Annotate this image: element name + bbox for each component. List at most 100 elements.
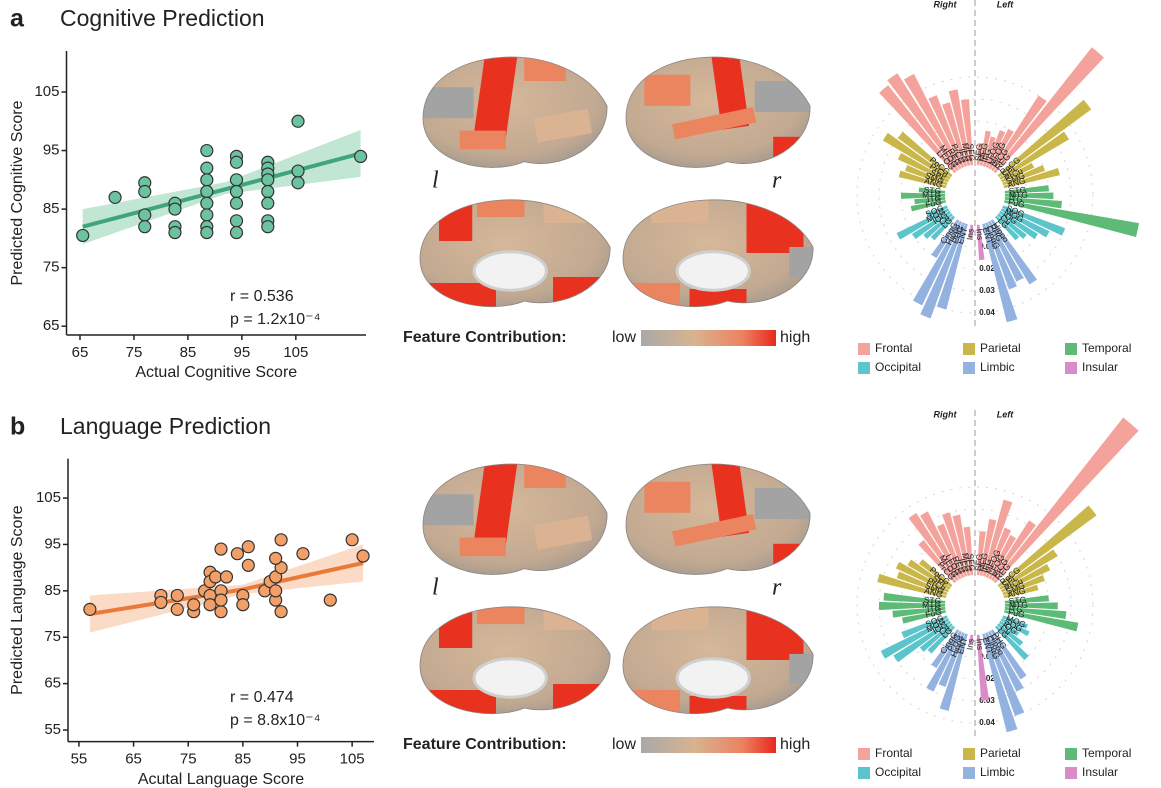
colorbar-low: low xyxy=(612,329,636,346)
data-point xyxy=(109,191,121,203)
data-point xyxy=(230,174,242,186)
radial-bar xyxy=(994,418,1139,584)
brain-surface xyxy=(420,181,610,319)
region-label: Ins xyxy=(974,638,985,650)
region-label: Ins xyxy=(965,638,976,650)
legend-label: Frontal xyxy=(875,746,912,760)
brain-region xyxy=(652,187,709,223)
data-point xyxy=(220,571,232,583)
data-point xyxy=(169,227,181,239)
legend-swatch xyxy=(858,343,870,355)
y-tick-label: 105 xyxy=(34,83,59,100)
fit-line xyxy=(83,153,361,226)
brain-region xyxy=(524,38,565,81)
data-point xyxy=(139,186,151,198)
radial-tick-label: 0.03 xyxy=(979,286,995,295)
data-point xyxy=(262,186,274,198)
x-tick-label: 105 xyxy=(340,751,365,768)
x-axis-label: Actual Cognitive Score xyxy=(135,364,297,381)
legend-swatch xyxy=(1065,362,1077,374)
data-point xyxy=(155,596,167,608)
brain-region xyxy=(789,654,827,684)
page: {"panels": [{"label": "a", "title": "Cog… xyxy=(0,0,1161,788)
annotation: p = 8.8x10⁻⁴ xyxy=(230,712,321,729)
brain-region xyxy=(460,538,506,557)
hemisphere-label: Left xyxy=(997,409,1015,419)
legend-label: Occipital xyxy=(875,765,921,779)
brain-hollow xyxy=(677,659,749,697)
data-point xyxy=(242,559,254,571)
legend-swatch xyxy=(963,362,975,374)
brain-region xyxy=(477,588,525,624)
annotation: r = 0.474 xyxy=(230,689,294,706)
y-axis-label: Predicted Language Score xyxy=(9,505,26,695)
x-tick-label: 95 xyxy=(289,751,306,768)
data-point xyxy=(357,550,369,562)
colorbar-title: Feature Contribution: xyxy=(403,329,567,346)
data-point xyxy=(201,227,213,239)
y-tick-label: 65 xyxy=(44,675,61,692)
brain-region xyxy=(652,594,709,630)
data-point xyxy=(204,599,216,611)
legend-label: Insular xyxy=(1082,360,1118,374)
figure: aCognitive PredictionbLanguage Predictio… xyxy=(0,0,1161,788)
x-tick-label: 75 xyxy=(126,344,143,361)
data-point xyxy=(201,174,213,186)
legend-swatch xyxy=(858,362,870,374)
data-point xyxy=(270,585,282,597)
x-tick-label: 65 xyxy=(125,751,142,768)
confidence-band xyxy=(83,130,361,244)
x-tick-label: 85 xyxy=(180,344,197,361)
colorbar xyxy=(641,737,776,753)
data-point xyxy=(171,589,183,601)
legend-label: Insular xyxy=(1082,765,1118,779)
data-point xyxy=(230,215,242,227)
data-point xyxy=(201,145,213,157)
data-point xyxy=(237,599,249,611)
y-tick-label: 85 xyxy=(43,200,60,217)
y-tick-label: 65 xyxy=(43,317,60,334)
brain-hollow xyxy=(474,659,546,697)
data-point xyxy=(242,541,254,553)
data-point xyxy=(270,552,282,564)
x-tick-label: 75 xyxy=(180,751,197,768)
panel-label: a xyxy=(10,5,25,33)
x-tick-label: 95 xyxy=(234,344,251,361)
brain-hollow xyxy=(677,252,749,290)
y-tick-label: 95 xyxy=(44,535,61,552)
data-point xyxy=(210,571,222,583)
y-tick-label: 85 xyxy=(44,582,61,599)
data-point xyxy=(292,165,304,177)
legend-label: Temporal xyxy=(1082,746,1131,760)
data-point xyxy=(230,197,242,209)
y-tick-label: 105 xyxy=(36,489,61,506)
legend-swatch xyxy=(1065,343,1077,355)
data-point xyxy=(84,603,96,615)
x-tick-label: 105 xyxy=(283,344,308,361)
y-tick-label: 75 xyxy=(43,259,60,276)
data-point xyxy=(215,594,227,606)
data-point xyxy=(275,606,287,618)
x-tick-label: 55 xyxy=(71,751,88,768)
data-point xyxy=(230,227,242,239)
data-point xyxy=(230,156,242,168)
y-tick-label: 75 xyxy=(44,628,61,645)
data-point xyxy=(292,115,304,127)
brain-hollow xyxy=(474,252,546,290)
brain-region xyxy=(755,488,810,519)
colorbar-title: Feature Contribution: xyxy=(403,736,567,753)
legend-label: Parietal xyxy=(980,746,1021,760)
legend-swatch xyxy=(963,343,975,355)
panel-title: Language Prediction xyxy=(60,413,271,439)
colorbar-high: high xyxy=(780,329,810,346)
brain-region xyxy=(477,181,525,217)
x-axis-label: Acutal Language Score xyxy=(138,771,304,788)
data-point xyxy=(231,548,243,560)
hemisphere-right: r xyxy=(772,168,782,194)
legend-swatch xyxy=(858,767,870,779)
data-point xyxy=(215,606,227,618)
legend-swatch xyxy=(1065,748,1077,760)
panel-title: Cognitive Prediction xyxy=(60,5,265,31)
brain-region xyxy=(460,131,506,150)
brain-region xyxy=(755,81,810,112)
